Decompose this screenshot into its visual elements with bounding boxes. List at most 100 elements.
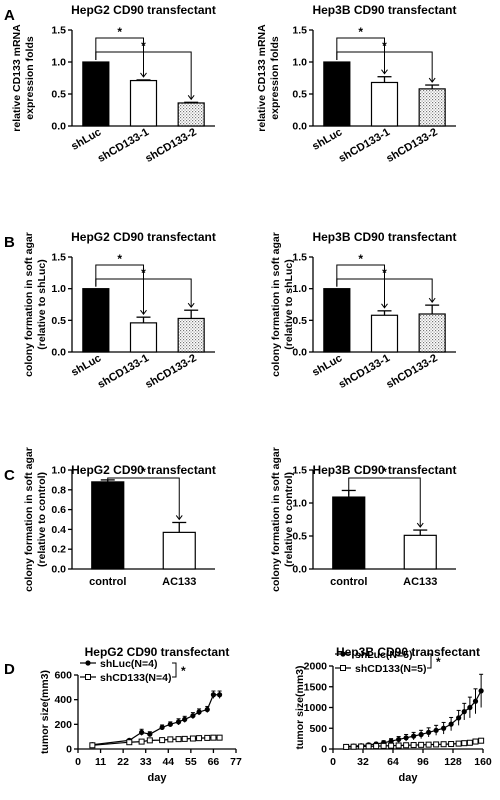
data-point [343, 743, 350, 750]
x-tick-label: 66 [208, 756, 220, 768]
data-point [167, 736, 174, 743]
y-axis-label-line: colony formation in soft agar [23, 232, 35, 377]
x-tick-label: 0 [330, 756, 336, 768]
significance-arrow [428, 297, 436, 303]
significance-bracket [336, 278, 433, 303]
chart-title: Hep3B CD90 transfectant [312, 230, 456, 244]
data-point [388, 742, 395, 749]
bar [91, 481, 125, 570]
significance-arrow [416, 522, 424, 528]
legend-marker [85, 674, 91, 680]
data-point [433, 727, 439, 733]
y-tick-label: 1.5 [51, 252, 66, 264]
chart-title: HepG2 CD90 transfectant [71, 230, 216, 244]
data-point [204, 706, 210, 713]
significance-star: * [181, 664, 186, 678]
significance-bracket [95, 37, 144, 77]
y-axis-label-line: colony formation in soft agar [23, 447, 35, 592]
significance-arrow [140, 309, 147, 316]
significance-star: * [141, 39, 146, 53]
y-tick-label: 0.2 [51, 544, 66, 556]
bar [332, 496, 366, 570]
data-point [182, 716, 188, 723]
significance-bracket [348, 477, 421, 528]
data-point [373, 743, 380, 750]
x-category-label: shCD133-2 [384, 352, 439, 391]
significance-bracket [336, 51, 433, 83]
x-category-label: AC133 [162, 576, 196, 588]
chart-title: HepG2 CD90 transfectant [85, 645, 230, 659]
data-point [448, 721, 454, 727]
x-tick-label: 22 [117, 756, 129, 768]
y-tick-label: 0 [321, 744, 327, 756]
y-tick-label: 0.5 [51, 315, 66, 327]
y-tick-label: 1.0 [292, 57, 307, 69]
y-axis-label-line: relative CD133 mRNA [256, 24, 268, 132]
y-axis-label-line: expression folds [269, 36, 281, 120]
significance-arrow [187, 302, 195, 309]
x-category-label: shCD133-1 [96, 352, 151, 391]
significance-star: * [382, 39, 387, 53]
y-axis-label: colony formation in soft agar(relative t… [23, 447, 48, 592]
y-tick-label: 1.5 [292, 465, 307, 477]
panel-4: C HepG2 CD90 transfectant colony formation… [4, 447, 216, 592]
y-axis-label: colony formation in soft agar(relative t… [23, 232, 48, 377]
y-tick-label: 0.5 [292, 531, 307, 543]
data-point [388, 738, 394, 744]
x-tick-label: 160 [474, 756, 492, 768]
x-tick-label: 128 [444, 756, 462, 768]
x-category-label: shCD133-2 [143, 126, 198, 165]
bar [370, 81, 399, 127]
data-point [467, 704, 473, 711]
data-point [146, 737, 153, 744]
data-point [433, 741, 440, 748]
chart-title: Hep3B CD90 transfectant [312, 463, 456, 477]
data-point [159, 737, 166, 744]
data-point [403, 742, 410, 749]
significance-arrow [381, 69, 388, 75]
bar [418, 88, 446, 127]
bar [370, 314, 399, 353]
y-tick-label: 1.5 [51, 25, 66, 37]
significance-star: * [117, 25, 122, 39]
y-tick-label: 1.0 [51, 57, 66, 69]
data-point [441, 725, 447, 731]
significance-bracket [95, 51, 192, 100]
y-tick-label: 1.0 [51, 465, 66, 477]
legend-marker [340, 665, 346, 671]
x-tick-label: 11 [95, 756, 106, 768]
panel-7: Hep3B CD90 transfectant tumor size(mm3) 0 5… [294, 645, 492, 784]
x-category-label: shCD133-2 [384, 126, 439, 165]
y-tick-label: 1000 [304, 702, 328, 714]
bar [177, 317, 205, 353]
panel-6: D HepG2 CD90 transfectant tumor size(mm3) 0… [4, 645, 242, 784]
data-point [210, 692, 217, 698]
panel-0: A HepG2 CD90 transfectant relative CD133 m… [4, 3, 216, 165]
data-point [139, 729, 145, 735]
bar [129, 322, 158, 353]
y-tick-label: 0.6 [51, 504, 66, 516]
y-tick-label: 0.8 [51, 484, 66, 496]
significance-arrow [187, 95, 195, 101]
data-point [472, 698, 479, 704]
data-point [189, 735, 196, 742]
bar [403, 534, 437, 570]
data-point [396, 736, 402, 743]
y-axis-label-line: tumor size(mm3) [294, 665, 306, 749]
y-axis-label-line: colony formation in soft agar [270, 447, 282, 592]
panel-label: D [4, 661, 15, 678]
significance-star: * [358, 25, 363, 39]
x-tick-label: 77 [230, 756, 242, 768]
x-category-label: shLuc [310, 352, 344, 379]
bar [418, 313, 446, 353]
chart-title: HepG2 CD90 transfectant [71, 463, 216, 477]
y-tick-label: 1500 [304, 681, 328, 693]
significance-bracket [95, 278, 192, 308]
data-point [410, 742, 417, 749]
y-axis-label: relative CD133 mRNAexpression folds [256, 24, 281, 132]
legend-label: shCD133(N=5) [355, 663, 427, 675]
y-tick-label: 1.0 [51, 283, 66, 295]
x-tick-label: 44 [162, 756, 174, 768]
significance-bracket [427, 653, 432, 669]
